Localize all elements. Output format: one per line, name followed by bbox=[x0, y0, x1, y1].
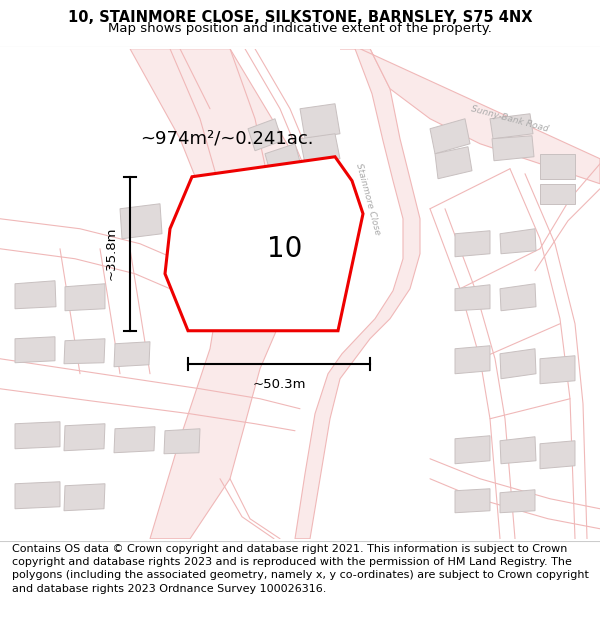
Text: 10, STAINMORE CLOSE, SILKSTONE, BARNSLEY, S75 4NX: 10, STAINMORE CLOSE, SILKSTONE, BARNSLEY… bbox=[68, 10, 532, 25]
Text: ~974m²/~0.241ac.: ~974m²/~0.241ac. bbox=[140, 130, 314, 148]
Polygon shape bbox=[500, 437, 536, 464]
Text: Sunny-Bank Road: Sunny-Bank Road bbox=[470, 104, 550, 133]
Polygon shape bbox=[64, 339, 105, 364]
Polygon shape bbox=[455, 285, 490, 311]
Polygon shape bbox=[15, 337, 55, 362]
Polygon shape bbox=[300, 104, 340, 139]
Polygon shape bbox=[300, 134, 340, 164]
Polygon shape bbox=[295, 239, 328, 271]
Polygon shape bbox=[15, 482, 60, 509]
Text: ~35.8m: ~35.8m bbox=[105, 227, 118, 281]
Polygon shape bbox=[500, 490, 535, 512]
Polygon shape bbox=[455, 436, 490, 464]
Polygon shape bbox=[455, 489, 490, 512]
Polygon shape bbox=[540, 184, 575, 204]
Polygon shape bbox=[130, 49, 310, 539]
Polygon shape bbox=[540, 441, 575, 469]
Polygon shape bbox=[500, 229, 536, 254]
Text: Stainmore Close: Stainmore Close bbox=[354, 162, 382, 236]
Polygon shape bbox=[455, 231, 490, 257]
Polygon shape bbox=[500, 349, 536, 379]
Text: Map shows position and indicative extent of the property.: Map shows position and indicative extent… bbox=[108, 22, 492, 35]
Polygon shape bbox=[540, 154, 575, 179]
Polygon shape bbox=[165, 157, 363, 331]
Polygon shape bbox=[435, 147, 472, 179]
Polygon shape bbox=[455, 346, 490, 374]
Polygon shape bbox=[430, 119, 470, 154]
Polygon shape bbox=[248, 119, 282, 151]
Polygon shape bbox=[164, 429, 200, 454]
Polygon shape bbox=[114, 342, 150, 367]
Text: 10: 10 bbox=[268, 235, 302, 262]
Polygon shape bbox=[295, 49, 420, 539]
Polygon shape bbox=[65, 284, 105, 311]
Polygon shape bbox=[15, 281, 56, 309]
Polygon shape bbox=[120, 204, 162, 239]
Polygon shape bbox=[490, 114, 533, 139]
Polygon shape bbox=[500, 284, 536, 311]
Polygon shape bbox=[114, 427, 155, 452]
Polygon shape bbox=[492, 136, 534, 161]
Polygon shape bbox=[15, 422, 60, 449]
Text: Contains OS data © Crown copyright and database right 2021. This information is : Contains OS data © Crown copyright and d… bbox=[12, 544, 589, 594]
Polygon shape bbox=[540, 356, 575, 384]
Text: ~50.3m: ~50.3m bbox=[252, 378, 306, 391]
Polygon shape bbox=[64, 484, 105, 511]
Polygon shape bbox=[265, 144, 302, 179]
Polygon shape bbox=[64, 424, 105, 451]
Polygon shape bbox=[360, 49, 600, 184]
